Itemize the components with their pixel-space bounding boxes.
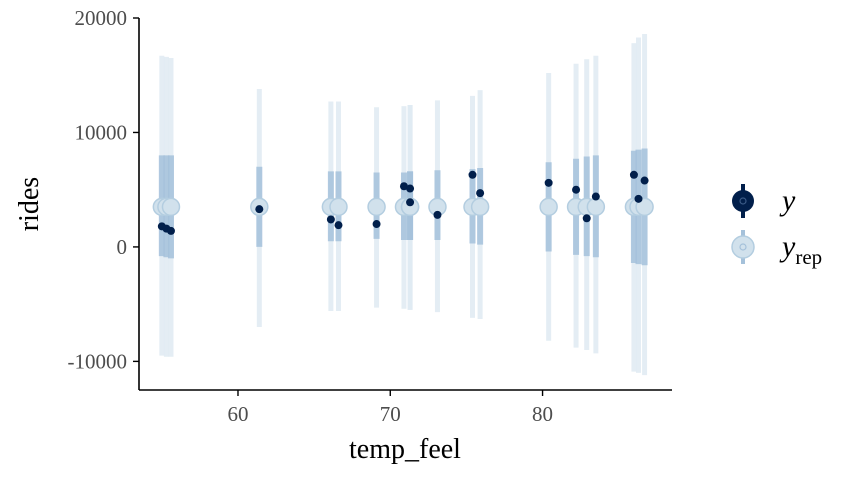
yrep-point-5 — [329, 197, 348, 217]
y-point-4 — [326, 215, 335, 224]
yrep-point-2 — [161, 197, 181, 217]
yrep-point-16 — [586, 197, 606, 217]
legend-yrep-point — [731, 235, 755, 259]
x-tick-label-0: 60 — [227, 402, 248, 426]
x-tick-label-1: 70 — [380, 402, 401, 426]
y-point-3 — [255, 205, 264, 214]
x-tick-label-2: 80 — [532, 402, 553, 426]
y-point-17 — [629, 170, 638, 179]
y-point-14 — [572, 185, 581, 194]
y-point-12 — [476, 189, 485, 198]
y-point-16 — [591, 192, 600, 201]
axes — [138, 18, 672, 391]
x-axis-title: temp_feel — [349, 434, 461, 465]
y-tick-label-0: -10000 — [68, 349, 128, 373]
legend: y yrep — [731, 184, 822, 269]
y-point-11 — [468, 170, 477, 179]
legend-label-yrep: yrep — [779, 230, 822, 269]
y-point-8 — [406, 184, 415, 193]
legend-y-point — [732, 190, 754, 212]
legend-y-point-center — [739, 197, 747, 205]
y-tick-label-2: 10000 — [75, 120, 128, 144]
y-axis-title: rides — [14, 177, 45, 231]
legend-yrep-point-center — [739, 243, 747, 251]
legend-label-yrep-subscript: rep — [795, 245, 822, 269]
y-tick-label-3: 20000 — [75, 6, 128, 30]
y-point-10 — [433, 210, 442, 219]
yrep-point-12 — [470, 197, 490, 217]
ticks: -10000 0 10000 20000 60 70 80 — [68, 6, 554, 426]
y-point-18 — [634, 194, 643, 203]
y-tick-label-1: 0 — [117, 235, 128, 259]
y-point-19 — [640, 176, 649, 185]
yrep-point-19 — [635, 197, 654, 217]
legend-label-y: y — [779, 184, 796, 217]
y-point-6 — [372, 220, 381, 229]
yrep-point-13 — [539, 197, 558, 217]
y-point-2 — [166, 226, 175, 235]
yrep-point-6 — [367, 197, 386, 217]
plot-marks — [152, 34, 654, 376]
y-point-13 — [544, 178, 553, 187]
y-point-7 — [399, 182, 408, 191]
y-point-5 — [334, 221, 343, 230]
y-point-9 — [406, 198, 415, 207]
y-point-15 — [582, 214, 591, 223]
